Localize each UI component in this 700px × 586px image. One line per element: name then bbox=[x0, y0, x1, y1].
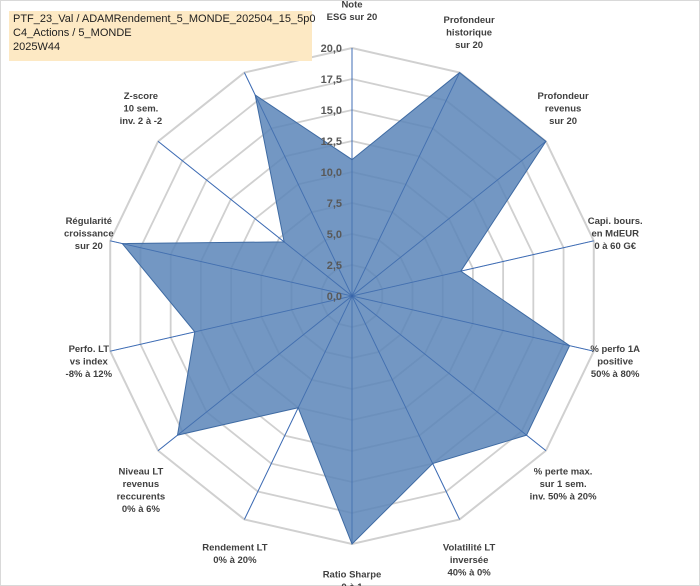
axis-label-4-line-1: positive bbox=[597, 356, 633, 367]
axis-label-6-line-2: 40% à 0% bbox=[447, 567, 491, 578]
spoke-overlay-5 bbox=[351, 295, 547, 451]
axis-label-10-line-2: -8% à 12% bbox=[66, 369, 113, 380]
tick-label-5: 12,5 bbox=[321, 136, 342, 148]
axis-label-0: Note ESG sur 20 bbox=[327, 0, 378, 23]
axis-label-3-line-0: Capi. bours. bbox=[588, 216, 643, 227]
axis-label-10-line-1: vs index bbox=[70, 356, 109, 367]
axis-label-12-line-0: Z-score bbox=[124, 91, 158, 102]
axis-label-7-line-0: Ratio Sharpe bbox=[323, 570, 382, 581]
axis-label-3-line-2: 0 à 60 G€ bbox=[594, 241, 636, 252]
axis-label-4-line-2: 50% à 80% bbox=[591, 369, 640, 380]
axis-label-2-line-0: Profondeur bbox=[537, 91, 588, 102]
spoke-overlay-1 bbox=[351, 72, 460, 297]
axis-label-11-line-1: croissance bbox=[64, 228, 114, 239]
axis-label-7-line-1: 0 à 1 bbox=[341, 582, 363, 586]
axis-label-5: % perte max.sur 1 sem. inv. 50% à 20% bbox=[530, 467, 597, 503]
chart-title-line-1: PTF_23_Val / ADAMRendement_5_MONDE_20250… bbox=[13, 13, 316, 25]
axis-label-1-line-0: Profondeur bbox=[443, 15, 494, 26]
tick-label-1: 2,5 bbox=[327, 260, 342, 272]
axis-label-5-line-0: % perte max. bbox=[534, 467, 593, 478]
chart-title-line-2: C4_Actions / 5_MONDE bbox=[13, 27, 132, 39]
tick-label-8: 20,0 bbox=[321, 43, 342, 55]
axis-label-11-line-0: Régularité bbox=[66, 216, 112, 227]
spoke-overlay-11 bbox=[110, 240, 353, 297]
axis-label-6-line-1: inversée bbox=[450, 555, 489, 566]
tick-label-0: 0,0 bbox=[327, 291, 342, 303]
axis-label-1-line-1: historique bbox=[446, 27, 492, 38]
axis-label-8-line-1: 0% à 20% bbox=[213, 555, 257, 566]
spoke-overlay-9 bbox=[157, 295, 353, 451]
axis-label-3-line-1: en MdEUR bbox=[591, 228, 639, 239]
axis-label-5-line-2: inv. 50% à 20% bbox=[530, 492, 597, 503]
tick-label-7: 17,5 bbox=[321, 74, 342, 86]
chart-title-line-3: 2025W44 bbox=[13, 41, 61, 53]
axis-label-2-line-1: revenus bbox=[545, 104, 581, 115]
spoke-overlay-3 bbox=[351, 240, 594, 297]
radar-series bbox=[110, 48, 594, 545]
tick-label-2: 5,0 bbox=[327, 229, 342, 241]
axis-label-7: Ratio Sharpe0 à 1 bbox=[323, 570, 382, 586]
axis-label-6-line-0: Volatilité LT bbox=[443, 542, 496, 553]
spoke-overlay-8 bbox=[244, 295, 353, 520]
axis-label-12-line-2: inv. 2 à -2 bbox=[120, 116, 163, 127]
axis-label-8-line-0: Rendement LT bbox=[202, 542, 267, 553]
axis-label-1-line-2: sur 20 bbox=[455, 40, 483, 51]
axis-label-8: Rendement LT 0% à 20% bbox=[202, 542, 267, 566]
axis-label-3: Capi. bours.en MdEUR 0 à 60 G€ bbox=[588, 216, 643, 252]
axis-label-0-line-1: ESG sur 20 bbox=[327, 12, 378, 23]
axis-label-9-line-1: revenus bbox=[123, 479, 159, 490]
axis-label-11-line-2: sur 20 bbox=[75, 241, 103, 252]
axis-label-9-line-0: Niveau LT bbox=[119, 467, 164, 478]
axis-label-12: Z-score 10 sem.inv. 2 à -2 bbox=[120, 91, 163, 127]
axis-label-4-line-0: % perfo 1A bbox=[590, 344, 640, 355]
tick-label-4: 10,0 bbox=[321, 167, 342, 179]
radar-tick-labels: 0,0 2,5 5,0 7,5 10,0 12,5 15,0 17,5 20,0 bbox=[321, 43, 342, 303]
spoke-overlay-12 bbox=[157, 141, 353, 297]
spoke-overlay-10 bbox=[110, 295, 353, 352]
axis-label-0-line-0: Note bbox=[341, 0, 362, 10]
axis-label-5-line-1: sur 1 sem. bbox=[540, 479, 587, 490]
spoke-overlay-6 bbox=[351, 295, 460, 520]
spoke-overlay-2 bbox=[351, 141, 547, 297]
axis-label-2-line-2: sur 20 bbox=[549, 116, 577, 127]
tick-label-6: 15,0 bbox=[321, 105, 342, 117]
spoke-overlay-13 bbox=[244, 72, 353, 297]
axis-label-9-line-2: reccurents bbox=[117, 492, 166, 503]
axis-label-10-line-0: Perfo. LT bbox=[69, 344, 110, 355]
spoke-overlay-4 bbox=[351, 295, 594, 352]
axis-label-12-line-1: 10 sem. bbox=[123, 104, 158, 115]
tick-label-3: 7,5 bbox=[327, 198, 342, 210]
chart-title: PTF_23_Val / ADAMRendement_5_MONDE_20250… bbox=[9, 11, 316, 61]
axis-label-9-line-3: 0% à 6% bbox=[122, 504, 161, 515]
